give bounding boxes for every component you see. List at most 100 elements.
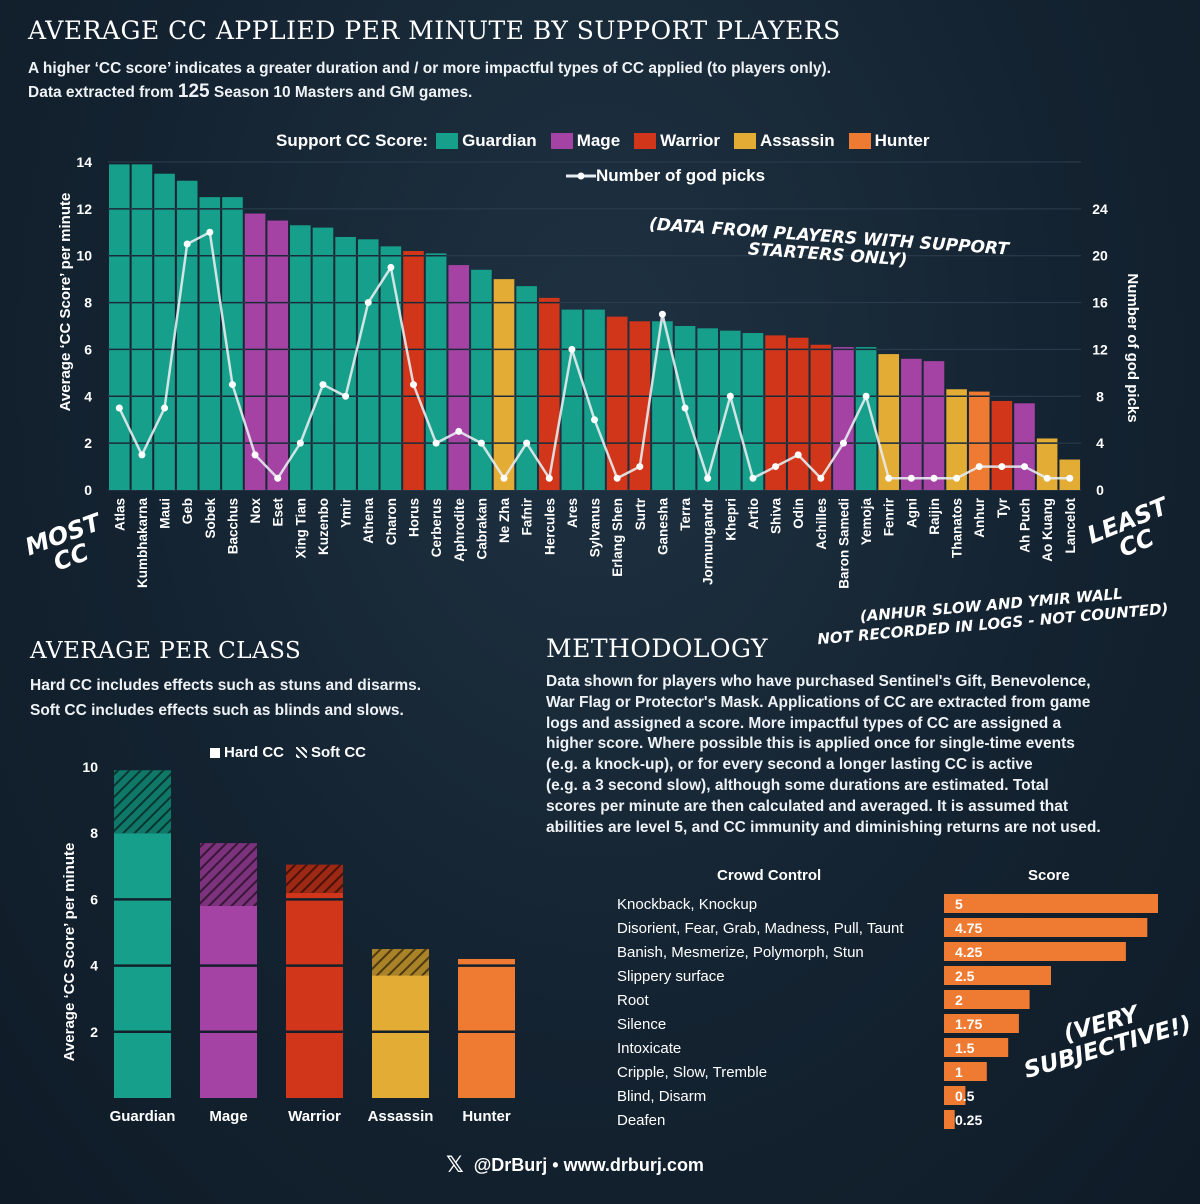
picks-point bbox=[907, 474, 915, 482]
bar-maui bbox=[154, 173, 175, 490]
class-bar-soft-hatch bbox=[114, 770, 171, 834]
x-tick-label: Charon bbox=[384, 498, 399, 545]
bar-artio bbox=[742, 333, 764, 490]
picks-point bbox=[681, 404, 689, 412]
x-tick-label: Odin bbox=[791, 498, 806, 529]
bar-atlas bbox=[109, 164, 130, 491]
picks-point bbox=[1021, 463, 1028, 471]
bar-charon bbox=[380, 246, 402, 490]
picks-point bbox=[817, 474, 825, 482]
methodology-line: (e.g. a knock-up), or for every second a… bbox=[546, 756, 1033, 774]
x-tick-label: Maui bbox=[158, 498, 173, 529]
class-bar-hard-mage bbox=[200, 906, 257, 1098]
class-y-tick-label: 10 bbox=[82, 759, 98, 775]
legend-label: Mage bbox=[576, 131, 621, 150]
x-tick-label: Sylvanus bbox=[588, 498, 603, 557]
x-tick-label: Anhur bbox=[972, 497, 987, 537]
x-tick-label: Terra bbox=[678, 498, 693, 531]
bar-yemoja bbox=[855, 347, 877, 490]
cc-table-header: Crowd Control bbox=[717, 867, 822, 884]
bar-ares bbox=[561, 309, 583, 490]
picks-point bbox=[251, 451, 259, 459]
subtitle-suffix: Season 10 Masters and GM games. bbox=[213, 84, 473, 101]
class-x-label: Guardian bbox=[110, 1108, 176, 1125]
score-value: 4.25 bbox=[955, 944, 982, 960]
subtitle-prefix: Data extracted from bbox=[28, 84, 174, 101]
y-axis-label: Average ‘CC Score’ per minute bbox=[57, 193, 74, 412]
y-tick-label: 0 bbox=[84, 482, 92, 498]
x-tick-label: Shiva bbox=[769, 498, 784, 535]
class-y-tick-label: 6 bbox=[90, 891, 98, 907]
class-desc-line-1: Hard CC includes effects such as stuns a… bbox=[30, 677, 422, 694]
class-x-label: Mage bbox=[209, 1108, 247, 1125]
y-tick-label: 8 bbox=[84, 295, 92, 311]
bar-odin bbox=[787, 337, 809, 490]
picks-point bbox=[432, 439, 440, 447]
legend-item-mage: Mage bbox=[550, 131, 621, 151]
y-tick-label: 2 bbox=[84, 435, 92, 451]
score-bar bbox=[944, 1038, 1009, 1057]
class-bar-soft-hatch bbox=[286, 864, 343, 893]
bar-ao-kuang bbox=[1036, 438, 1058, 490]
hard-cc-swatch bbox=[210, 747, 220, 758]
y-tick-label: 4 bbox=[84, 388, 92, 404]
bar-horus bbox=[403, 251, 424, 490]
bar-geb bbox=[176, 180, 198, 490]
games-count: 125 bbox=[177, 81, 210, 102]
line-legend-label: Number of god picks bbox=[596, 166, 766, 185]
picks-point bbox=[658, 310, 666, 318]
score-bar bbox=[944, 918, 1148, 937]
legend-item-assassin: Assassin bbox=[733, 131, 835, 151]
class-section-title: AVERAGE PER CLASS bbox=[30, 638, 302, 664]
score-bar bbox=[944, 1062, 987, 1081]
bar-raijin bbox=[923, 361, 945, 490]
bar-bacchus bbox=[222, 197, 243, 490]
score-value: 1 bbox=[955, 1064, 963, 1080]
picks-point bbox=[409, 381, 417, 389]
methodology-line: Data shown for players who have purchase… bbox=[546, 673, 1091, 690]
x-tick-label: Eset bbox=[271, 498, 286, 527]
y2-tick-label: 0 bbox=[1096, 482, 1104, 498]
x-logo-icon[interactable]: 𝕏 bbox=[446, 1152, 464, 1177]
picks-point bbox=[500, 474, 508, 482]
legend-title: Support CC Score: bbox=[276, 131, 429, 150]
legend-swatch bbox=[634, 133, 657, 149]
methodology-line: (e.g. a 3 second slow), although some du… bbox=[546, 776, 1049, 794]
x-tick-label: Ymir bbox=[339, 497, 354, 528]
hard-soft-legend: Hard CC Soft CC bbox=[210, 744, 366, 761]
legend-swatch bbox=[436, 133, 459, 149]
hard-cc-legend-label: Hard CC bbox=[224, 744, 285, 761]
bar-agni bbox=[901, 358, 922, 490]
footer-text[interactable]: @DrBurj • www.drburj.com bbox=[473, 1154, 704, 1175]
score-value: 1.5 bbox=[955, 1040, 975, 1056]
y2-tick-label: 24 bbox=[1092, 201, 1108, 217]
picks-point bbox=[161, 404, 169, 412]
legend-label: Guardian bbox=[462, 131, 537, 150]
x-tick-label: Yemoja bbox=[859, 498, 874, 546]
class-x-label: Warrior bbox=[288, 1108, 341, 1125]
picks-point bbox=[998, 463, 1006, 471]
picks-point bbox=[726, 392, 734, 400]
score-bar bbox=[944, 990, 1030, 1009]
class-x-label: Hunter bbox=[462, 1108, 510, 1125]
x-tick-label: Bacchus bbox=[225, 498, 240, 554]
x-tick-label: Achilles bbox=[814, 498, 829, 550]
class-y-axis-label: Average ‘CC Score’ per minute bbox=[61, 843, 78, 1062]
picks-point bbox=[636, 463, 644, 471]
bar-nox bbox=[244, 213, 266, 491]
class-y-tick-label: 4 bbox=[90, 958, 98, 974]
picks-point bbox=[1043, 474, 1051, 482]
score-bar bbox=[944, 1086, 966, 1105]
picks-point bbox=[772, 463, 780, 471]
class-bar-hard-hunter bbox=[458, 958, 515, 1098]
picks-point bbox=[228, 381, 236, 389]
picks-point bbox=[794, 451, 802, 459]
cc-type-label: Cripple, Slow, Tremble bbox=[617, 1064, 767, 1081]
cc-type-label: Slippery surface bbox=[617, 968, 725, 985]
x-tick-label: Baron Samedi bbox=[836, 498, 851, 589]
x-tick-label: Kuzenbo bbox=[316, 498, 331, 555]
picks-point bbox=[364, 299, 372, 307]
score-value: 5 bbox=[955, 896, 963, 912]
bar-xing-tian bbox=[290, 225, 311, 490]
